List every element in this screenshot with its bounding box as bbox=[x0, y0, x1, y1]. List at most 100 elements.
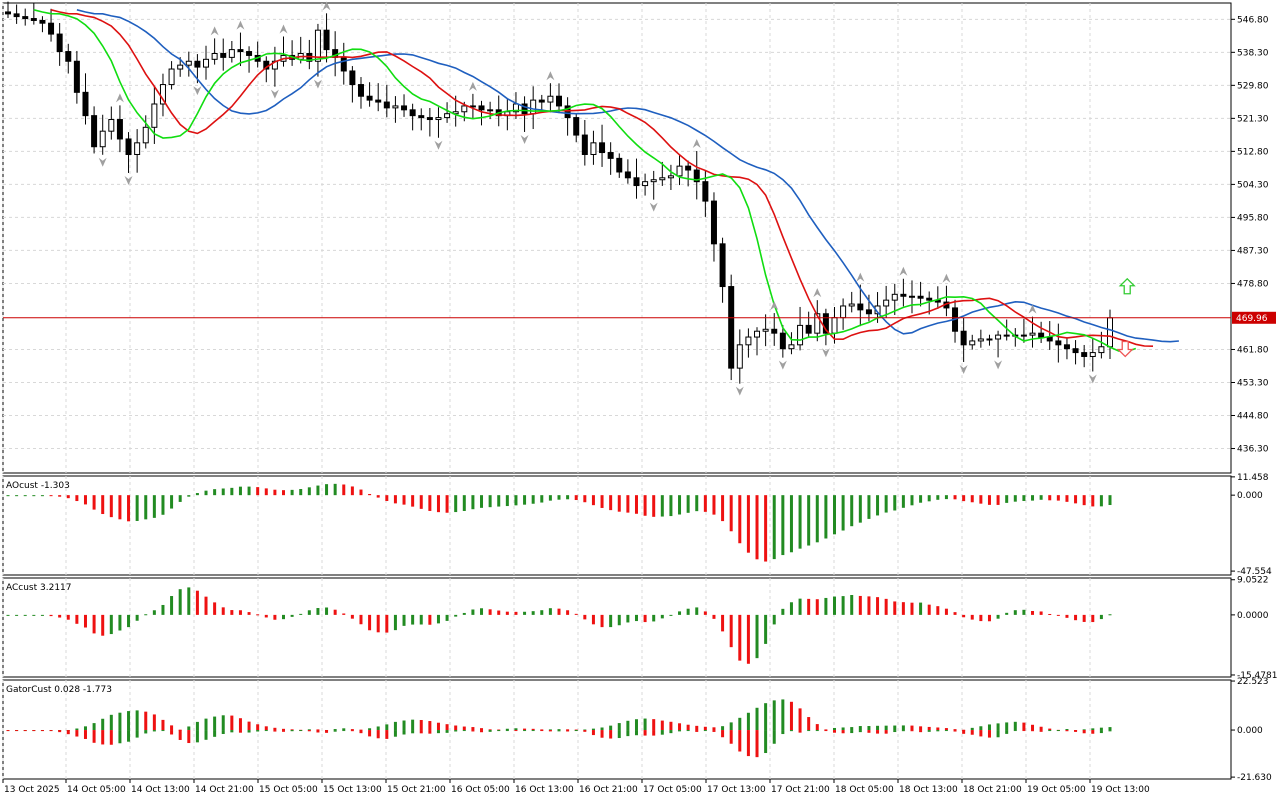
histogram-bar bbox=[213, 489, 217, 496]
histogram-bar bbox=[488, 609, 492, 615]
candle-body bbox=[745, 336, 752, 346]
histogram-bar bbox=[92, 495, 96, 510]
gator-upper-bar bbox=[652, 719, 656, 731]
histogram-bar bbox=[591, 495, 595, 506]
candle-body bbox=[211, 52, 218, 60]
histogram-bar bbox=[755, 495, 759, 560]
histogram-bar bbox=[746, 614, 750, 664]
histogram-bar bbox=[109, 495, 113, 518]
histogram-bar bbox=[247, 486, 251, 496]
gator-upper-bar bbox=[471, 727, 475, 731]
gator-lower-bar bbox=[514, 730, 518, 732]
price-pane[interactable] bbox=[5, 0, 1179, 396]
gator-lower-bar bbox=[540, 730, 544, 732]
candle-body bbox=[366, 95, 373, 101]
histogram-bar bbox=[83, 614, 87, 628]
histogram-bar bbox=[290, 614, 294, 617]
gator-lower-bar bbox=[1005, 730, 1009, 734]
histogram-bar bbox=[660, 495, 664, 517]
gator-upper-bar bbox=[256, 724, 260, 731]
time-tick-label: 16 Oct 05:00 bbox=[451, 785, 510, 795]
histogram-bar bbox=[247, 612, 251, 615]
gator-lower-bar bbox=[393, 730, 397, 737]
gator-lower-bar bbox=[419, 730, 423, 734]
histogram-bar bbox=[738, 495, 742, 544]
histogram-bar bbox=[531, 611, 535, 615]
ind-tick-label: 0.0000 bbox=[1237, 611, 1269, 621]
candle-body bbox=[91, 115, 98, 148]
ind-tick-label: 0.000 bbox=[1237, 726, 1263, 736]
ac-pane[interactable] bbox=[6, 587, 1112, 664]
histogram-bar bbox=[1108, 495, 1112, 506]
histogram-bar bbox=[325, 484, 329, 496]
histogram-bar bbox=[376, 614, 380, 633]
gator-upper-bar bbox=[772, 700, 776, 731]
candle-body bbox=[151, 103, 158, 128]
histogram-bar bbox=[101, 614, 105, 636]
gator-upper-bar bbox=[781, 699, 785, 731]
histogram-bar bbox=[764, 614, 768, 644]
candle-body bbox=[418, 115, 425, 119]
gator-upper-bar bbox=[195, 721, 199, 731]
histogram-bar bbox=[987, 614, 991, 622]
gator-upper-bar bbox=[721, 726, 725, 731]
gator-lower-bar bbox=[247, 730, 251, 733]
ind-tick-label: -47.554 bbox=[1237, 567, 1272, 577]
gator-upper-bar bbox=[127, 711, 131, 731]
gator-lower-bar bbox=[1013, 730, 1017, 732]
gator-lower-bar bbox=[187, 730, 191, 744]
histogram-bar bbox=[75, 614, 79, 624]
gator-upper-bar bbox=[591, 728, 595, 731]
gator-lower-bar bbox=[652, 730, 656, 736]
candle-body bbox=[22, 16, 29, 20]
histogram-bar bbox=[1091, 495, 1095, 507]
axes: 546.80 538.30 529.80 521.30 512.80 504.30 495.… bbox=[2, 15, 1277, 795]
histogram-bar bbox=[669, 614, 673, 616]
histogram-bar bbox=[970, 495, 974, 503]
candle-body bbox=[908, 295, 915, 298]
histogram-bar bbox=[454, 495, 458, 513]
fractal-up-icon bbox=[322, 1, 331, 11]
gator-upper-bar bbox=[919, 726, 923, 731]
gator-upper-bar bbox=[764, 703, 768, 731]
gator-upper-bar bbox=[135, 710, 139, 731]
histogram-bar bbox=[764, 495, 768, 562]
time-tick-label: 19 Oct 05:00 bbox=[1027, 785, 1086, 795]
gator-lower-bar bbox=[746, 730, 750, 757]
histogram-bar bbox=[583, 495, 587, 503]
histogram-bar bbox=[419, 614, 423, 625]
fractal-up-icon bbox=[115, 93, 124, 103]
histogram-bar bbox=[721, 495, 725, 522]
histogram-bar bbox=[652, 614, 656, 622]
gator-lower-bar bbox=[445, 730, 449, 733]
histogram-bar bbox=[514, 611, 518, 615]
gator-pane[interactable] bbox=[6, 699, 1112, 758]
candle-body bbox=[340, 56, 347, 72]
gator-upper-bar bbox=[170, 725, 174, 731]
histogram-bar bbox=[841, 495, 845, 531]
histogram-bar bbox=[944, 495, 948, 500]
histogram-bar bbox=[273, 614, 277, 620]
histogram-bar bbox=[1099, 495, 1103, 507]
candle-body bbox=[39, 19, 46, 24]
histogram-bar bbox=[359, 489, 363, 496]
candle-body bbox=[865, 309, 872, 315]
candle-body bbox=[685, 165, 692, 171]
histogram-bar bbox=[333, 609, 337, 615]
histogram-bar bbox=[83, 495, 87, 505]
gator-upper-bar bbox=[755, 707, 759, 731]
histogram-bar bbox=[144, 495, 148, 520]
gator-upper-bar bbox=[316, 729, 320, 731]
fractal-up-icon bbox=[236, 20, 245, 30]
gator-indicator-label: GatorCust 0.028 -1.773 bbox=[6, 685, 112, 695]
candle-body bbox=[30, 18, 37, 21]
histogram-bar bbox=[772, 614, 776, 625]
gator-lower-bar bbox=[152, 730, 156, 732]
histogram-bar bbox=[919, 495, 923, 503]
histogram-bar bbox=[152, 495, 156, 518]
candle-body bbox=[220, 52, 227, 58]
gator-lower-bar bbox=[858, 730, 862, 733]
ao-pane[interactable] bbox=[6, 483, 1112, 562]
price-tick-label: 436.30 bbox=[1237, 445, 1269, 455]
